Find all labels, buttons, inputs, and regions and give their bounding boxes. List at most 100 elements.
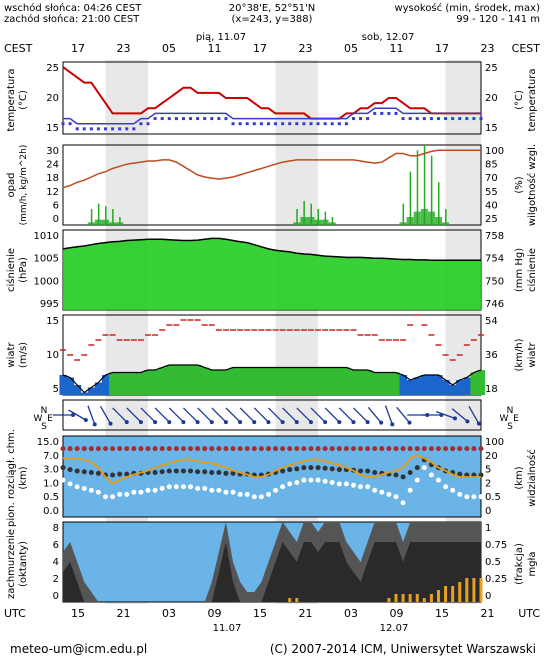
cloud-top-point xyxy=(428,446,434,452)
precip-max-bar xyxy=(112,209,114,225)
compass-n-left: N xyxy=(41,406,48,416)
wind-dir-arrow xyxy=(99,406,112,424)
wind-dir-arrow xyxy=(154,407,170,423)
cloud-mid-point xyxy=(393,472,399,478)
wind-mean-bar xyxy=(378,372,386,395)
cloud-base-point xyxy=(124,491,130,497)
elevation-label: wysokość (min, środek, max) xyxy=(394,2,540,14)
cloudbase-tick-left: 7.0 xyxy=(43,451,59,462)
dewpoint-point xyxy=(266,122,270,126)
cloud-mid-point xyxy=(74,468,80,474)
fog-bar xyxy=(295,598,299,602)
wind-mean-bar xyxy=(449,385,457,395)
precip-max-bar xyxy=(105,206,107,225)
clouds-tick-left: 6 xyxy=(53,540,59,551)
wind-mean-bar xyxy=(406,380,415,395)
wind-dir-arrow xyxy=(468,406,480,424)
compass-e-right: E xyxy=(513,414,519,424)
temperature-frame xyxy=(62,61,482,135)
bottom-hour-label: 15 xyxy=(253,607,267,620)
elevation-values: 99 - 120 - 141 m xyxy=(456,14,540,25)
precip-mean-bar xyxy=(300,217,308,225)
wind-mean-bar xyxy=(137,372,145,395)
bottom-hour-label: 09 xyxy=(208,607,222,620)
cloud-base-point xyxy=(386,491,392,497)
cloud-base-point xyxy=(280,484,286,490)
dewpoint-point xyxy=(479,117,483,121)
cloud-base-point xyxy=(180,484,186,490)
cloud-base-point xyxy=(414,477,420,483)
wind-mean-bar xyxy=(456,380,464,395)
fog-bar xyxy=(436,590,440,602)
precip-left-label: opad xyxy=(6,173,17,198)
wind-mean-bar xyxy=(151,370,160,395)
cloud-base-point xyxy=(251,494,257,500)
dewpoint-point xyxy=(132,127,136,131)
dewpoint-point xyxy=(302,122,306,126)
fog-bar xyxy=(288,598,292,602)
sunset-text: zachód słońca: 21:00 CEST xyxy=(4,13,140,25)
wind-mean-bar xyxy=(130,372,138,395)
wind-dir-arrow xyxy=(435,410,456,420)
dewpoint-point xyxy=(210,117,214,121)
wind-mean-bar xyxy=(364,370,372,395)
cloud-mid-point xyxy=(195,469,201,475)
coords-text: 20°38'E, 52°51'N xyxy=(229,3,316,14)
dewpoint-point xyxy=(238,122,242,126)
cloud-base-point xyxy=(74,484,80,490)
wind-tick-left: 5 xyxy=(53,384,59,395)
wind-mean-bar xyxy=(87,387,96,395)
visibility-tick-right: 0 xyxy=(485,506,491,517)
precip-mean-bar xyxy=(328,222,336,225)
pressure-left-label: ciśnienie xyxy=(5,248,17,292)
top-right-tz: CEST xyxy=(512,42,541,55)
wind-tick-right: 54 xyxy=(485,316,498,327)
cloud-top-point xyxy=(237,446,243,452)
top-hour-label: 17 xyxy=(253,42,267,55)
cloud-base-panel: 15.0 7.0 3.0 1.0 0.5 0.0 100 20 5 2 0.5 0 xyxy=(37,435,504,518)
cloud-top-point xyxy=(230,446,236,452)
dewpoint-point xyxy=(373,111,377,115)
cloud-base-point xyxy=(138,489,144,495)
temp-right-unit: (°C) xyxy=(514,90,525,110)
dewpoint-point xyxy=(408,117,412,121)
wind-dir-arrowhead xyxy=(195,420,200,425)
wind-mean-bar xyxy=(272,367,280,395)
footer-email[interactable]: meteo-um@icm.edu.pl xyxy=(10,642,147,656)
cloud-cover-panel: 8 6 4 2 0 1 0.75 0.5 0.25 0 xyxy=(53,521,507,603)
cloud-base-point xyxy=(443,484,449,490)
visibility-tick-right: 0.5 xyxy=(485,492,501,503)
visibility-tick-right: 2 xyxy=(485,478,491,489)
cloud-top-point xyxy=(343,446,349,452)
pressure-tick-right: 750 xyxy=(485,276,504,287)
cloud-base-point xyxy=(166,484,172,490)
cloud-base-point xyxy=(237,491,243,497)
wind-dir-arrow xyxy=(451,408,468,422)
dewpoint-line xyxy=(63,107,481,125)
cloud-top-point xyxy=(315,446,321,452)
clouds-tick-left: 8 xyxy=(53,523,59,534)
cloud-mid-point xyxy=(407,470,413,476)
wind-dir-arrow xyxy=(197,407,213,423)
clouds-left-unit: (oktanty) xyxy=(18,541,29,587)
cloudbase-left-unit: (km) xyxy=(18,466,29,489)
wind-mean-bar xyxy=(399,375,408,395)
humidity-tick-right: 55 xyxy=(485,187,498,198)
precip-max-bar xyxy=(317,209,320,225)
cloud-top-point xyxy=(386,446,392,452)
cloud-mid-point xyxy=(81,469,87,475)
wind-dir-arrow xyxy=(384,405,393,425)
cloud-base-point xyxy=(450,487,456,493)
cloud-base-point xyxy=(287,481,293,487)
wind-mean-bar xyxy=(371,372,379,395)
pressure-panel: 1010 1005 1000 995 758 754 750 746 xyxy=(34,229,504,311)
clouds-right-unit: (frakcja) xyxy=(514,543,525,585)
cloud-mid-point xyxy=(166,468,172,474)
wind-dir-arrowhead xyxy=(252,420,257,425)
precip-tick-left: 0 xyxy=(53,214,59,225)
wind-mean-bar xyxy=(165,365,174,395)
wind-left-unit: (m/s) xyxy=(18,342,29,368)
precip-max-bar xyxy=(430,155,433,225)
wind-mean-bar xyxy=(208,370,216,395)
cloud-base-point xyxy=(435,477,441,483)
